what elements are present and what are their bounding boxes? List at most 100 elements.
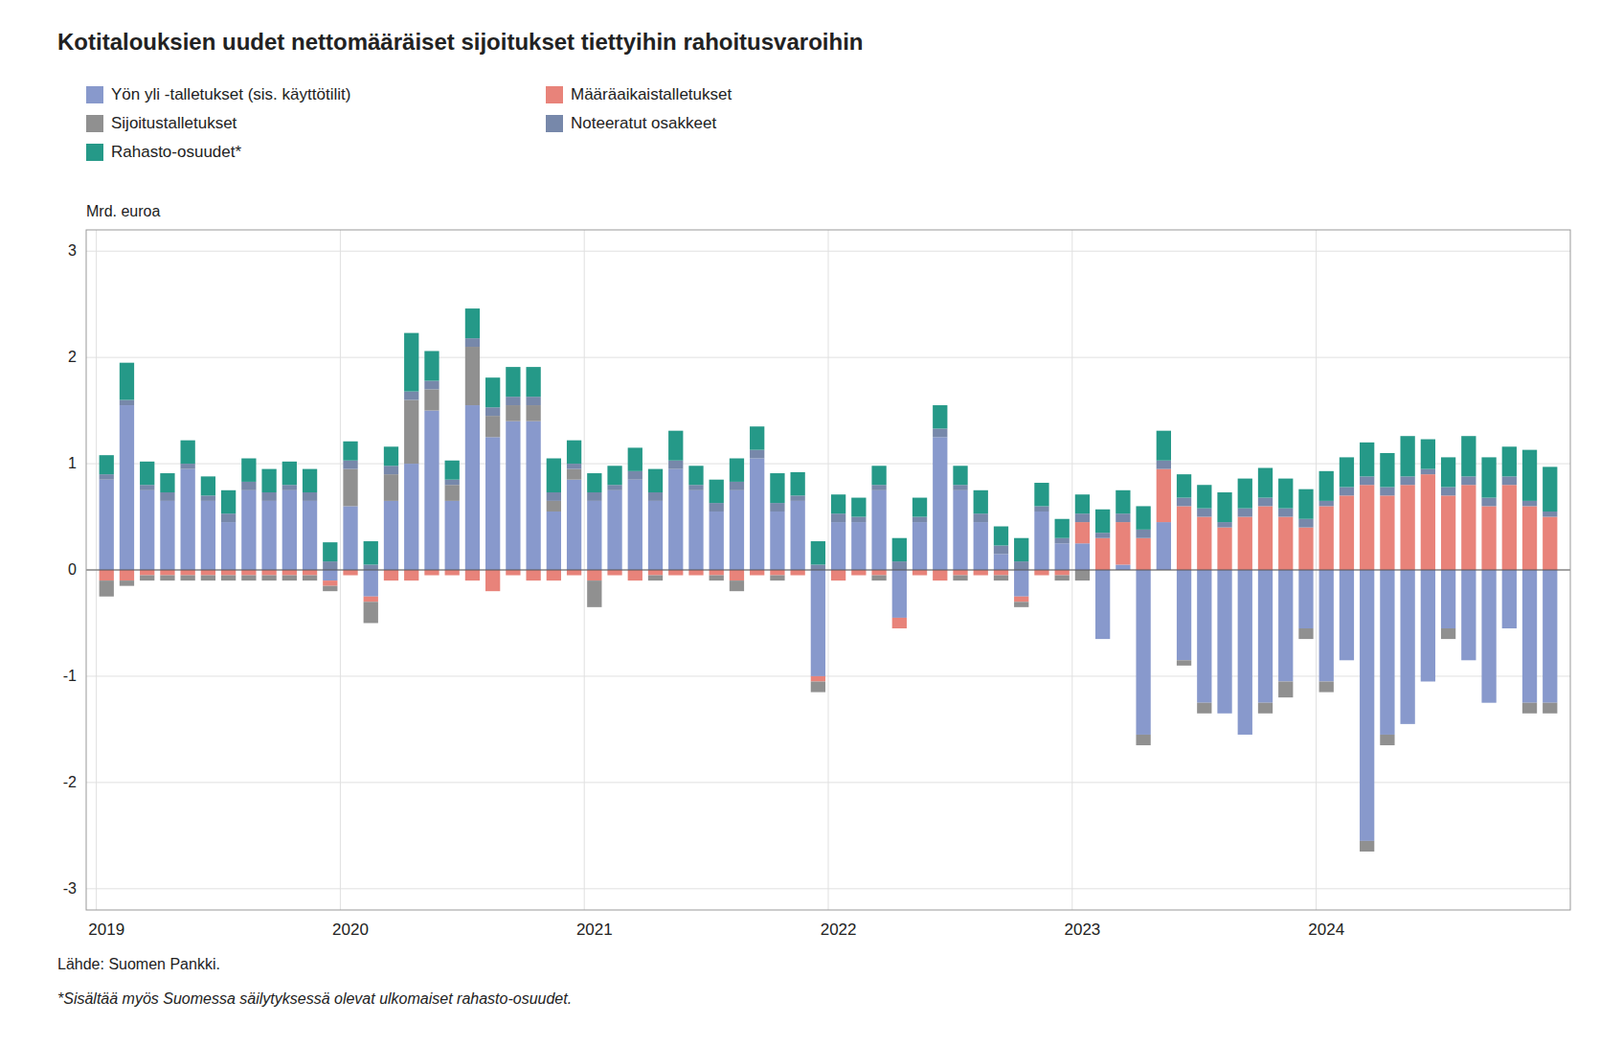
bar-segment xyxy=(485,415,500,437)
bar-segment xyxy=(790,495,806,501)
bar-segment xyxy=(1522,450,1537,501)
bar-segment xyxy=(912,569,927,576)
bar-segment xyxy=(241,490,256,570)
bar-segment xyxy=(302,500,317,570)
bar-segment xyxy=(1075,494,1090,514)
bar-segment xyxy=(628,479,643,570)
bar-segment xyxy=(445,484,460,501)
bar-segment xyxy=(525,366,541,397)
bar-segment xyxy=(1298,569,1313,629)
bar-segment xyxy=(363,540,379,564)
bar-segment xyxy=(1359,475,1375,485)
bar-segment xyxy=(139,490,155,570)
bar-segment xyxy=(445,460,460,480)
legend-swatch xyxy=(545,114,564,133)
bar-segment xyxy=(952,484,968,491)
bar-segment xyxy=(709,511,724,570)
bar-segment xyxy=(424,388,439,410)
bar-segment xyxy=(525,569,541,581)
bar-segment xyxy=(159,473,175,493)
bar-segment xyxy=(1238,508,1253,518)
bar-segment xyxy=(99,569,114,581)
legend-item: Yön yli -talletukset (sis. käyttötilit) xyxy=(86,85,351,104)
bar-segment xyxy=(465,308,480,339)
bar-segment xyxy=(322,580,338,586)
bar-segment xyxy=(1481,497,1496,507)
bar-segment xyxy=(1055,538,1070,544)
bar-segment xyxy=(465,569,480,581)
bar-segment xyxy=(1319,680,1334,692)
bar-segment xyxy=(383,465,399,474)
bar-segment xyxy=(201,575,216,582)
bar-segment xyxy=(1176,473,1192,497)
bar-segment xyxy=(1075,513,1090,522)
bar-segment xyxy=(159,500,175,570)
bar-segment xyxy=(1339,456,1354,487)
bar-segment xyxy=(1196,517,1212,570)
bar-segment xyxy=(485,436,500,570)
bar-segment xyxy=(505,405,520,422)
bar-segment xyxy=(912,497,927,518)
bar-segment xyxy=(546,569,562,581)
bar-segment xyxy=(363,569,379,597)
bar-segment xyxy=(241,575,256,582)
bar-segment xyxy=(1095,509,1110,533)
bar-segment xyxy=(241,569,256,576)
bar-segment xyxy=(952,490,968,570)
bar-segment xyxy=(546,492,562,501)
bar-segment xyxy=(1420,439,1436,470)
bar-segment xyxy=(1238,569,1253,735)
bar-segment xyxy=(1216,521,1232,528)
legend-label: Noteeratut osakkeet xyxy=(570,113,717,133)
series xyxy=(99,346,1558,852)
bar-segment xyxy=(119,405,135,570)
bar-segment xyxy=(1055,542,1070,570)
bar-segment xyxy=(302,492,317,501)
bar-segment xyxy=(424,410,439,570)
bar-segment xyxy=(952,465,968,485)
bar-segment xyxy=(1156,460,1172,470)
bar-segment xyxy=(1420,569,1436,681)
bar-segment xyxy=(993,544,1009,554)
bar-segment xyxy=(1115,513,1130,522)
bar-segment xyxy=(1379,569,1395,735)
bar-segment xyxy=(1278,569,1293,681)
legend-swatch xyxy=(86,86,104,104)
bar-segment xyxy=(1156,521,1172,570)
legend-swatch xyxy=(86,143,104,161)
bar-segment xyxy=(404,569,419,581)
bar-segment xyxy=(811,563,826,570)
bar-segment xyxy=(363,596,379,603)
bar-segment xyxy=(648,492,663,501)
bar-segment xyxy=(932,569,947,581)
bar-segment xyxy=(139,461,155,485)
bar-segment xyxy=(322,569,338,581)
bar-segment xyxy=(201,475,216,496)
bar-segment xyxy=(1095,538,1110,570)
bar-segment xyxy=(668,469,683,570)
bar-segment xyxy=(1441,569,1456,629)
bar-segment xyxy=(586,569,602,581)
bar-segment xyxy=(1359,484,1375,570)
bar-segment xyxy=(1216,569,1232,714)
bar-segment xyxy=(769,569,785,576)
bar-segment xyxy=(871,465,886,485)
bar-segment xyxy=(566,463,582,470)
bar-segment xyxy=(1461,475,1476,485)
y-tick-label: 3 xyxy=(67,242,77,259)
x-tick-label: 2021 xyxy=(576,920,613,939)
legend-label: Rahasto-osuudet* xyxy=(111,142,242,161)
bar-segment xyxy=(1176,505,1192,570)
bar-segment xyxy=(282,490,297,570)
bar-segment xyxy=(769,511,785,570)
bar-segment xyxy=(973,490,989,514)
legend-item: Sijoitustalletukset xyxy=(86,113,238,133)
bar-segment xyxy=(1481,569,1496,703)
bar-segment xyxy=(1441,628,1456,639)
bar-segment xyxy=(282,484,297,491)
bar-segment xyxy=(241,481,256,491)
bar-segment xyxy=(668,430,683,461)
bar-segment xyxy=(1034,511,1049,570)
bar-segment xyxy=(505,366,520,397)
bar-segment xyxy=(892,561,907,570)
